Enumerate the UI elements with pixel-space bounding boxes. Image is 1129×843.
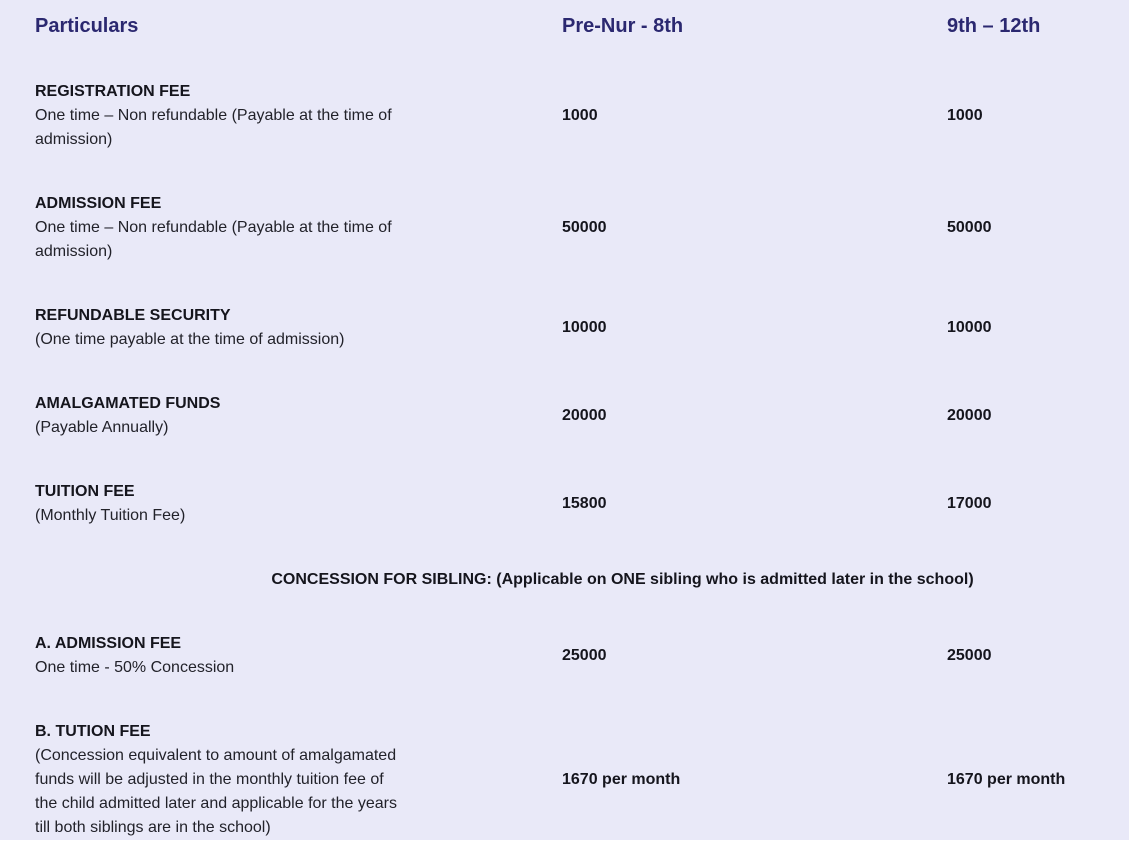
fee-value-9th-12th: 50000 xyxy=(947,219,992,236)
fee-title: AMALGAMATED FUNDS xyxy=(35,395,221,412)
column-header-9th-12th: 9th – 12th xyxy=(947,15,1041,37)
fee-value-9th-12th: 20000 xyxy=(947,407,992,424)
fee-particulars: REGISTRATION FEE One time – Non refundab… xyxy=(35,80,562,152)
fee-particulars: REFUNDABLE SECURITY (One time payable at… xyxy=(35,304,562,352)
fee-value-9th-12th: 1000 xyxy=(947,107,983,124)
fee-value-9th-12th: 25000 xyxy=(947,647,992,664)
sibling-concession-heading-emphasis: ONE xyxy=(610,571,646,588)
fee-value-9th-12th: 10000 xyxy=(947,319,992,336)
sibling-concession-heading: CONCESSION FOR SIBLING: (Applicable on O… xyxy=(93,568,1129,592)
fee-value-pre-nur-8th: 15800 xyxy=(562,495,607,512)
fee-row-sibling-tuition: B. TUTION FEE (Concession equivalent to … xyxy=(35,720,1094,840)
fee-particulars: AMALGAMATED FUNDS (Payable Annually) xyxy=(35,392,562,440)
fee-title: REFUNDABLE SECURITY xyxy=(35,307,231,324)
fee-value-pre-nur-8th: 10000 xyxy=(562,319,607,336)
fee-value-pre-nur-8th: 1670 per month xyxy=(562,771,681,788)
fee-particulars: TUITION FEE (Monthly Tuition Fee) xyxy=(35,480,562,528)
fee-particulars: A. ADMISSION FEE One time - 50% Concessi… xyxy=(35,632,562,680)
fee-title: ADMISSION FEE xyxy=(35,195,162,212)
fee-title: A. ADMISSION FEE xyxy=(35,635,182,652)
sibling-concession-heading-suffix: sibling who is admitted later in the sch… xyxy=(645,571,974,588)
column-header-particulars: Particulars xyxy=(35,15,139,37)
fee-title: TUITION FEE xyxy=(35,483,135,500)
fee-value-9th-12th: 17000 xyxy=(947,495,992,512)
fee-value-pre-nur-8th: 50000 xyxy=(562,219,607,236)
fee-description: (Payable Annually) xyxy=(35,419,169,436)
fee-row-amalgamated-funds: AMALGAMATED FUNDS (Payable Annually) 200… xyxy=(35,392,1094,440)
fee-title: REGISTRATION FEE xyxy=(35,83,191,100)
fee-row-refundable-security: REFUNDABLE SECURITY (One time payable at… xyxy=(35,304,1094,352)
fee-description: (One time payable at the time of admissi… xyxy=(35,331,345,348)
fee-description: One time - 50% Concession xyxy=(35,659,235,676)
sibling-concession-heading-prefix: CONCESSION FOR SIBLING: (Applicable on xyxy=(271,571,611,588)
fee-value-pre-nur-8th: 1000 xyxy=(562,107,598,124)
fee-particulars: ADMISSION FEE One time – Non refundable … xyxy=(35,192,562,264)
fee-value-pre-nur-8th: 25000 xyxy=(562,647,607,664)
fee-description: One time – Non refundable (Payable at th… xyxy=(35,219,392,260)
fee-description: One time – Non refundable (Payable at th… xyxy=(35,107,392,148)
fee-row-sibling-admission: A. ADMISSION FEE One time - 50% Concessi… xyxy=(35,632,1094,680)
fee-value-pre-nur-8th: 20000 xyxy=(562,407,607,424)
fee-row-registration: REGISTRATION FEE One time – Non refundab… xyxy=(35,80,1094,152)
fee-row-tuition: TUITION FEE (Monthly Tuition Fee) 15800 … xyxy=(35,480,1094,528)
column-header-pre-nur-8th: Pre-Nur - 8th xyxy=(562,15,684,37)
fee-title: B. TUTION FEE xyxy=(35,723,151,740)
fee-description: (Concession equivalent to amount of amal… xyxy=(35,747,397,836)
fee-value-9th-12th: 1670 per month xyxy=(947,771,1066,788)
fee-row-admission: ADMISSION FEE One time – Non refundable … xyxy=(35,192,1094,264)
fee-description: (Monthly Tuition Fee) xyxy=(35,507,186,524)
fee-particulars: B. TUTION FEE (Concession equivalent to … xyxy=(35,720,562,840)
table-header-row: Particulars Pre-Nur - 8th 9th – 12th xyxy=(35,13,1094,40)
